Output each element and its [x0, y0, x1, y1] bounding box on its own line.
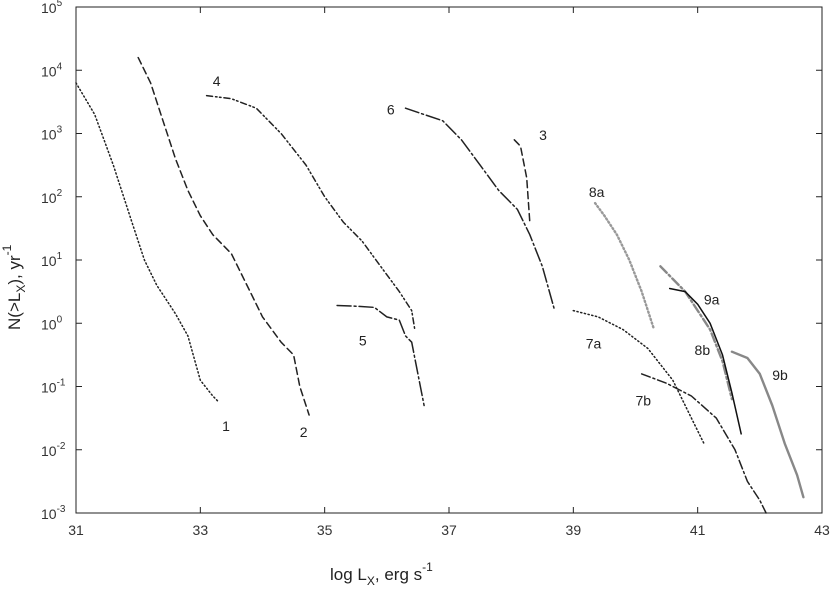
curve-label-4: 4 [213, 73, 221, 89]
curve-labels: 1 2 3 4 5 6 7a 7b 8a 8b 9a 9b [213, 73, 788, 440]
y-tick-label: 101 [41, 251, 63, 269]
x-tick-labels: 31 33 35 37 39 41 43 [68, 522, 830, 538]
series-line-8a [593, 201, 656, 331]
curve-label-7a: 7a [586, 336, 602, 352]
y-tick-label: 10-1 [41, 378, 66, 396]
x-tick-label: 33 [193, 522, 209, 538]
curve-label-3: 3 [539, 127, 547, 143]
plot-frame [75, 6, 823, 514]
series-line-3 [513, 139, 531, 223]
curve-label-9a: 9a [704, 291, 720, 307]
y-tick-label: 10-2 [41, 441, 66, 459]
x-tick-label: 31 [68, 522, 84, 538]
x-tick-label: 43 [814, 522, 830, 538]
plot-area [75, 6, 823, 514]
y-tick-labels: 10-3 10-2 10-1 100 101 102 103 104 105 [41, 0, 66, 522]
y-tick-label: 104 [41, 61, 63, 79]
y-tick-label: 10-3 [41, 504, 66, 522]
x-axis-title: log LX, erg s-1 [330, 560, 433, 588]
curve-label-6: 6 [387, 102, 395, 118]
curve-label-9b: 9b [772, 367, 788, 383]
y-axis-title: N(>LX), yr-1 [0, 244, 28, 330]
y-tick-label: 100 [41, 314, 63, 332]
series-line-9b [730, 350, 805, 499]
curve-label-7b: 7b [636, 392, 652, 408]
curve-label-8b: 8b [695, 342, 711, 358]
y-tick-label: 102 [41, 188, 63, 206]
x-tick-label: 41 [690, 522, 706, 538]
y-tick-label: 105 [41, 0, 63, 16]
curve-label-5: 5 [359, 332, 367, 348]
series-line-8b [659, 265, 734, 401]
y-tick-label: 103 [41, 125, 63, 143]
series-line-7b [640, 373, 767, 514]
x-tick-label: 39 [566, 522, 582, 538]
x-tick-label: 37 [441, 522, 457, 538]
axis-ticks [75, 6, 823, 514]
series-line-1 [75, 82, 220, 404]
series-line-6 [404, 107, 556, 312]
curve-label-1: 1 [222, 418, 230, 434]
curve-label-2: 2 [300, 424, 308, 440]
series-line-5 [336, 304, 425, 407]
x-tick-label: 35 [317, 522, 333, 538]
series-line-4 [205, 94, 416, 331]
curve-label-8a: 8a [589, 184, 605, 200]
series-line-9a [668, 287, 742, 435]
series-line-7a [572, 309, 705, 445]
series-line-2 [137, 56, 310, 416]
series-curves [75, 56, 805, 514]
